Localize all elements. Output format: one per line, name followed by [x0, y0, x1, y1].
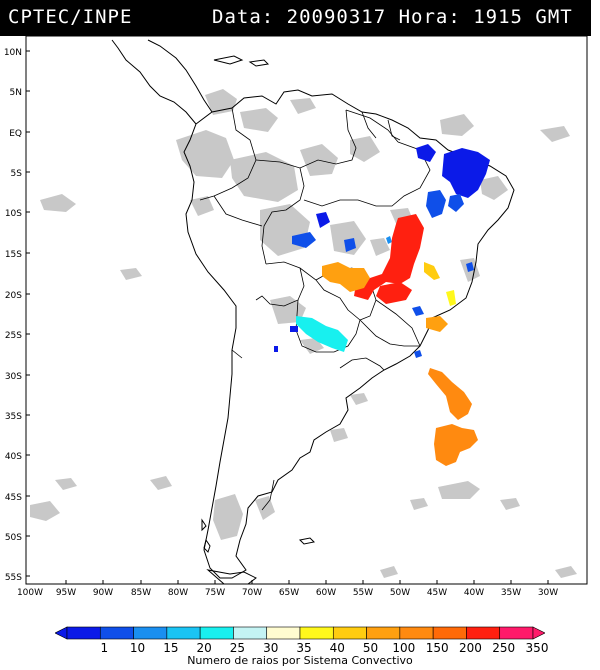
- legend-label: 250: [492, 641, 516, 655]
- legend-label: 200: [458, 641, 482, 655]
- legend-arrow-right: [532, 626, 545, 640]
- legend-title: Numero de raios por Sistema Convectivo: [187, 654, 413, 667]
- lat-label: 10N: [4, 48, 22, 58]
- tick-marks: [26, 50, 549, 584]
- legend-swatch: [499, 626, 534, 640]
- lon-label: 90W: [93, 588, 113, 596]
- legend-label: 15: [163, 641, 179, 655]
- legend-swatch: [233, 626, 268, 640]
- lon-label: 75W: [205, 588, 225, 596]
- legend-swatch: [366, 626, 401, 640]
- lat-label: 5N: [10, 88, 22, 98]
- legend-swatch: [299, 626, 334, 640]
- legend-label: 25: [229, 641, 246, 655]
- lon-label: 65W: [279, 588, 299, 596]
- legend-label: 100: [392, 641, 416, 655]
- legend-swatch: [99, 626, 134, 640]
- legend-swatch: [199, 626, 234, 640]
- plot-frame: [25, 35, 588, 585]
- lon-label: 95W: [56, 588, 76, 596]
- convective-systems-layer: [274, 144, 490, 466]
- lat-label: 40S: [5, 452, 22, 462]
- longitude-labels: 100W 95W 90W 85W 80W 75W 70W 65W 60W 55W…: [17, 588, 558, 598]
- lat-label: 35S: [5, 412, 22, 422]
- lat-label: 45S: [5, 493, 22, 503]
- color-legend: 1 10 15 20 25 30 35 40 50 100 150 200 250 350 Numero …: [55, 625, 548, 670]
- lon-label: 50W: [390, 588, 410, 596]
- legend-swatch: [66, 626, 101, 640]
- legend-label: 40: [329, 641, 345, 655]
- lon-label: 30W: [538, 588, 558, 596]
- legend-label: 50: [362, 641, 379, 655]
- legend-label: 30: [263, 641, 279, 655]
- legend-swatch: [466, 626, 501, 640]
- legend-swatch: [266, 626, 301, 640]
- system-blue-nordeste: [442, 148, 490, 198]
- lon-label: 80W: [168, 588, 188, 596]
- lat-label: 30S: [5, 372, 22, 382]
- system-orange-atlantic: [428, 368, 472, 420]
- legend-swatch: [432, 626, 467, 640]
- datetime-title: Data: 20090317 Hora: 1915 GMT: [212, 6, 573, 28]
- legend-label: 35: [296, 641, 312, 655]
- lat-label: 10S: [5, 209, 22, 219]
- map-svg: 10N 5N EQ 5S 10S 15S 20S 25S 30S 35S 40S…: [4, 35, 588, 598]
- legend-swatch: [399, 626, 434, 640]
- lon-label: 40W: [464, 588, 484, 596]
- lon-label: 60W: [316, 588, 336, 596]
- lon-label: 85W: [131, 588, 151, 596]
- map-panel[interactable]: 10N 5N EQ 5S 10S 15S 20S 25S 30S 35S 40S…: [0, 35, 591, 598]
- lat-label: EQ: [9, 129, 22, 139]
- legend-swatch: [133, 626, 168, 640]
- lon-label: 55W: [353, 588, 373, 596]
- agency-title: CPTEC/INPE: [8, 6, 133, 28]
- legend-label: 150: [425, 641, 449, 655]
- south-america-outline: [183, 89, 515, 579]
- lon-label: 35W: [501, 588, 521, 596]
- system-orange-west: [322, 262, 370, 292]
- lon-label: 45W: [427, 588, 447, 596]
- legend-label: 350: [525, 641, 549, 655]
- lat-label: 50S: [5, 533, 22, 543]
- legend-label: 1: [100, 641, 109, 655]
- coastline-layer: [111, 39, 515, 585]
- latitude-labels: 10N 5N EQ 5S 10S 15S 20S 25S 30S 35S 40S…: [4, 48, 22, 583]
- legend-swatch: [332, 626, 367, 640]
- lon-label: 70W: [242, 588, 262, 596]
- lat-label: 55S: [5, 573, 22, 583]
- lat-label: 15S: [5, 250, 22, 260]
- lat-label: 5S: [11, 169, 23, 179]
- legend-colorbar: [55, 626, 545, 640]
- legend-swatch: [166, 626, 201, 640]
- legend-arrow-left: [55, 626, 68, 640]
- legend-label: 10: [129, 641, 146, 655]
- system-red-central: [354, 214, 424, 300]
- lat-label: 20S: [5, 291, 22, 301]
- lat-label: 25S: [5, 331, 22, 341]
- lon-label: 100W: [17, 588, 43, 596]
- system-cyan-paraguay: [296, 316, 348, 352]
- legend-label: 20: [196, 641, 212, 655]
- map-header: CPTEC/INPE Data: 20090317 Hora: 1915 GMT: [0, 0, 591, 36]
